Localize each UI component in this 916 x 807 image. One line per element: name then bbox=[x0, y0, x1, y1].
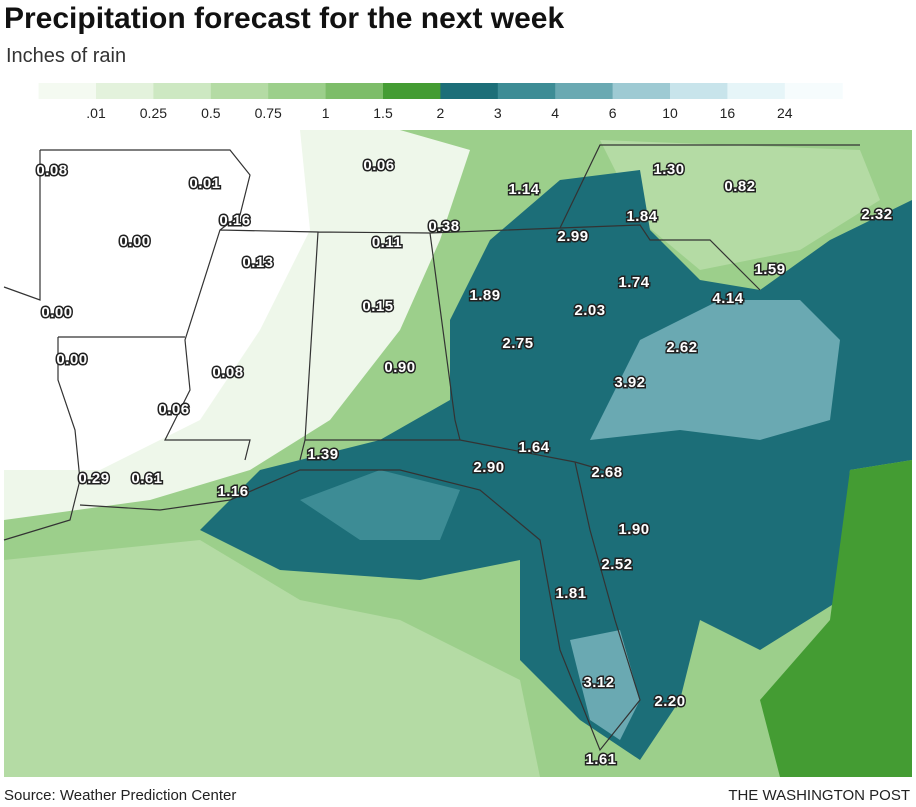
rain-label: 3.92 bbox=[614, 374, 645, 391]
rain-label: 1.39 bbox=[307, 446, 338, 463]
rain-label: 4.14 bbox=[712, 290, 743, 307]
legend-label: 1.5 bbox=[373, 105, 393, 121]
legend-swatch bbox=[38, 83, 97, 99]
legend-swatch bbox=[383, 83, 441, 99]
rain-label: 2.62 bbox=[666, 339, 697, 356]
legend: .01 0.25 0.5 0.75 1 1.5 2 3 4 6 10 16 24 bbox=[38, 83, 843, 121]
rain-label: 2.68 bbox=[591, 464, 622, 481]
source: Source: Weather Prediction Center bbox=[4, 787, 236, 804]
rain-label: 1.64 bbox=[518, 439, 549, 456]
rain-label: 0.82 bbox=[724, 178, 755, 195]
legend-label: 6 bbox=[609, 105, 617, 121]
legend-swatch bbox=[612, 83, 671, 99]
rain-label: 1.16 bbox=[217, 483, 248, 500]
rain-label: 1.61 bbox=[585, 751, 616, 768]
rain-label: 0.15 bbox=[362, 298, 393, 315]
rain-label: 2.99 bbox=[557, 228, 588, 245]
credit: THE WASHINGTON POST bbox=[728, 787, 910, 804]
rain-label: 0.00 bbox=[56, 351, 87, 368]
rain-label: 1.89 bbox=[469, 287, 500, 304]
legend-label: 0.25 bbox=[140, 105, 167, 121]
legend-swatch bbox=[497, 83, 556, 99]
legend-swatch bbox=[268, 83, 327, 99]
legend-label: 24 bbox=[777, 105, 793, 121]
legend-label: 16 bbox=[720, 105, 736, 121]
rain-label: 1.74 bbox=[618, 274, 649, 291]
legend-swatch bbox=[670, 83, 728, 99]
atlantic-green bbox=[760, 460, 912, 777]
gulf-light bbox=[4, 540, 540, 777]
map-labels: 0.08 0.01 0.06 1.30 0.82 1.14 0.16 0.38 … bbox=[35, 155, 894, 769]
rain-label: 0.90 bbox=[384, 359, 415, 376]
rain-label: 2.75 bbox=[502, 335, 533, 352]
carolina-light bbox=[600, 140, 880, 270]
rain-label: 0.01 bbox=[189, 175, 220, 192]
legend-swatch bbox=[325, 83, 384, 99]
legend-label: 0.5 bbox=[201, 105, 221, 121]
rain-label: 0.29 bbox=[78, 470, 109, 487]
legend-label: 10 bbox=[662, 105, 678, 121]
legend-label: 3 bbox=[494, 105, 502, 121]
rain-label: 1.84 bbox=[626, 208, 657, 225]
rain-label: 1.30 bbox=[653, 161, 684, 178]
map bbox=[3, 130, 912, 777]
rain-label: 0.06 bbox=[158, 401, 189, 418]
rain-label: 1.14 bbox=[508, 181, 539, 198]
legend-swatch bbox=[555, 83, 614, 99]
rain-label: 2.03 bbox=[574, 302, 605, 319]
legend-label: 4 bbox=[551, 105, 559, 121]
rain-label: 1.81 bbox=[555, 585, 586, 602]
rain-label: 0.00 bbox=[41, 304, 72, 321]
dry-core bbox=[4, 130, 310, 470]
legend-label: .01 bbox=[86, 105, 106, 121]
rain-label: 0.11 bbox=[372, 234, 402, 251]
rain-label: 0.00 bbox=[119, 233, 150, 250]
title: Precipitation forecast for the next week bbox=[4, 2, 564, 35]
gulf-wet bbox=[300, 470, 460, 540]
legend-swatch bbox=[727, 83, 786, 99]
rain-label: 2.90 bbox=[473, 459, 504, 476]
rain-label: 0.06 bbox=[363, 157, 394, 174]
wettest-area bbox=[590, 300, 840, 440]
legend-label: 0.75 bbox=[255, 105, 282, 121]
rain-label: 3.12 bbox=[583, 674, 614, 691]
rain-label: 0.13 bbox=[242, 254, 273, 271]
legend-swatch bbox=[153, 83, 212, 99]
legend-swatch bbox=[96, 83, 154, 99]
rain-label: 0.38 bbox=[428, 218, 459, 235]
rain-label: 2.52 bbox=[601, 556, 632, 573]
rain-label: 2.32 bbox=[861, 206, 892, 223]
legend-swatch bbox=[784, 83, 843, 99]
rain-label: 0.08 bbox=[212, 364, 243, 381]
legend-label: 1 bbox=[322, 105, 330, 121]
legend-label: 2 bbox=[437, 105, 445, 121]
rain-label: 1.59 bbox=[754, 261, 785, 278]
florida-wet bbox=[570, 630, 640, 740]
rain-label: 0.16 bbox=[219, 212, 250, 229]
rain-label: 0.08 bbox=[36, 162, 67, 179]
rain-label: 0.61 bbox=[131, 470, 162, 487]
subtitle: Inches of rain bbox=[6, 45, 126, 67]
rain-label: 2.20 bbox=[654, 693, 685, 710]
legend-swatch bbox=[440, 83, 499, 99]
rain-label: 1.90 bbox=[618, 521, 649, 538]
legend-swatch bbox=[210, 83, 269, 99]
